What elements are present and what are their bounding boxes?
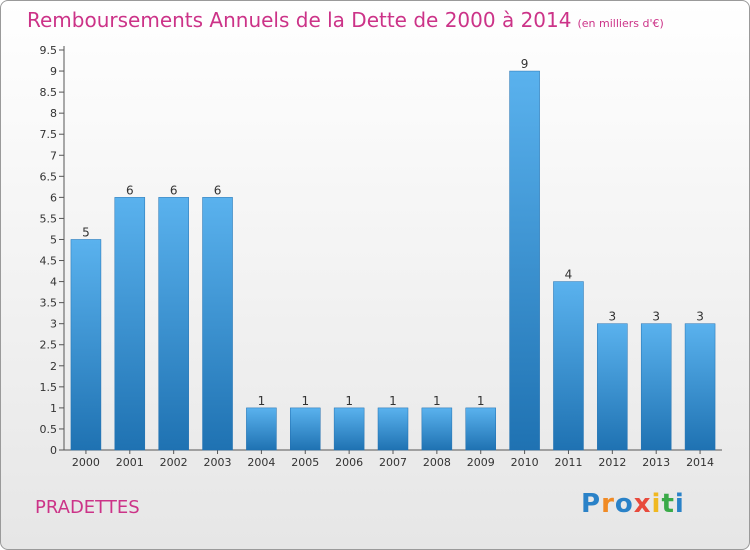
y-tick-label: 0.5 [40, 423, 58, 436]
bar [421, 407, 453, 451]
y-tick-label: 4 [50, 276, 57, 289]
x-tick-label: 2009 [467, 456, 495, 469]
bar-value-label: 5 [82, 225, 90, 239]
bar-value-label: 1 [477, 394, 485, 408]
x-tick-label: 2008 [423, 456, 451, 469]
y-tick-label: 4.5 [40, 255, 58, 268]
y-tick-label: 9 [50, 65, 57, 78]
y-tick-label: 7.5 [40, 128, 58, 141]
bar [597, 323, 628, 451]
bar [290, 407, 321, 451]
logo-letter: i [651, 489, 662, 519]
bar-value-label: 1 [433, 394, 441, 408]
bar [377, 407, 409, 451]
y-tick-label: 1.5 [40, 381, 58, 394]
x-tick-label: 2014 [686, 456, 714, 469]
bar [509, 70, 540, 451]
bar-value-label: 9 [521, 57, 529, 71]
bar [553, 281, 584, 451]
y-tick-label: 0 [50, 444, 57, 457]
x-tick-label: 2007 [379, 456, 407, 469]
y-tick-label: 8 [50, 107, 57, 120]
logo-letter: o [614, 489, 634, 519]
bar-value-label: 3 [609, 310, 617, 324]
bar [114, 197, 146, 451]
x-tick-label: 2005 [291, 456, 319, 469]
y-tick-label: 2 [50, 360, 57, 373]
y-tick-label: 8.5 [40, 86, 58, 99]
x-tick-label: 2010 [511, 456, 539, 469]
bar [640, 323, 672, 451]
bar-value-label: 1 [389, 394, 397, 408]
bar-value-label: 4 [565, 268, 573, 282]
bar-value-label: 1 [258, 394, 266, 408]
bar-value-label: 3 [696, 310, 704, 324]
logo-letter: r [601, 489, 615, 519]
logo-letter: t [661, 489, 675, 519]
bar-value-label: 6 [126, 183, 134, 197]
chart-title-text: Remboursements Annuels de la Dette de 20… [27, 8, 572, 32]
bar [465, 407, 496, 451]
bar [246, 407, 277, 451]
logo-letter: i [674, 489, 685, 519]
bar [202, 197, 233, 451]
x-tick-label: 2011 [554, 456, 582, 469]
x-tick-label: 2003 [204, 456, 232, 469]
x-tick-label: 2006 [335, 456, 363, 469]
bar-value-label: 1 [301, 394, 309, 408]
y-tick-label: 3 [50, 318, 57, 331]
chart-unit: (en milliers d'€) [577, 17, 664, 30]
proxiti-logo: Proxiti [581, 489, 685, 519]
bar-value-label: 6 [170, 183, 178, 197]
y-tick-label: 6 [50, 191, 57, 204]
bar [333, 407, 365, 451]
town-name: PRADETTES [35, 497, 140, 518]
bar-value-label: 3 [652, 310, 660, 324]
x-tick-label: 2001 [116, 456, 144, 469]
y-tick-label: 7 [50, 149, 57, 162]
y-tick-label: 5.5 [40, 212, 58, 225]
y-tick-label: 9.5 [40, 44, 58, 57]
y-tick-label: 6.5 [40, 170, 58, 183]
x-tick-label: 2004 [247, 456, 275, 469]
y-tick-label: 1 [50, 402, 57, 415]
bar [158, 197, 189, 451]
chart-title: Remboursements Annuels de la Dette de 20… [27, 8, 664, 32]
bar-value-label: 1 [345, 394, 353, 408]
logo-letter: x [633, 489, 652, 519]
logo-letter: P [581, 489, 602, 519]
bar-value-label: 6 [214, 183, 222, 197]
y-tick-label: 5 [50, 233, 57, 246]
y-tick-label: 2.5 [40, 339, 58, 352]
x-tick-label: 2013 [642, 456, 670, 469]
y-tick-label: 3.5 [40, 297, 58, 310]
x-tick-label: 2012 [598, 456, 626, 469]
bar [70, 239, 102, 451]
x-tick-label: 2000 [72, 456, 100, 469]
bar [684, 323, 716, 451]
x-tick-label: 2002 [160, 456, 188, 469]
